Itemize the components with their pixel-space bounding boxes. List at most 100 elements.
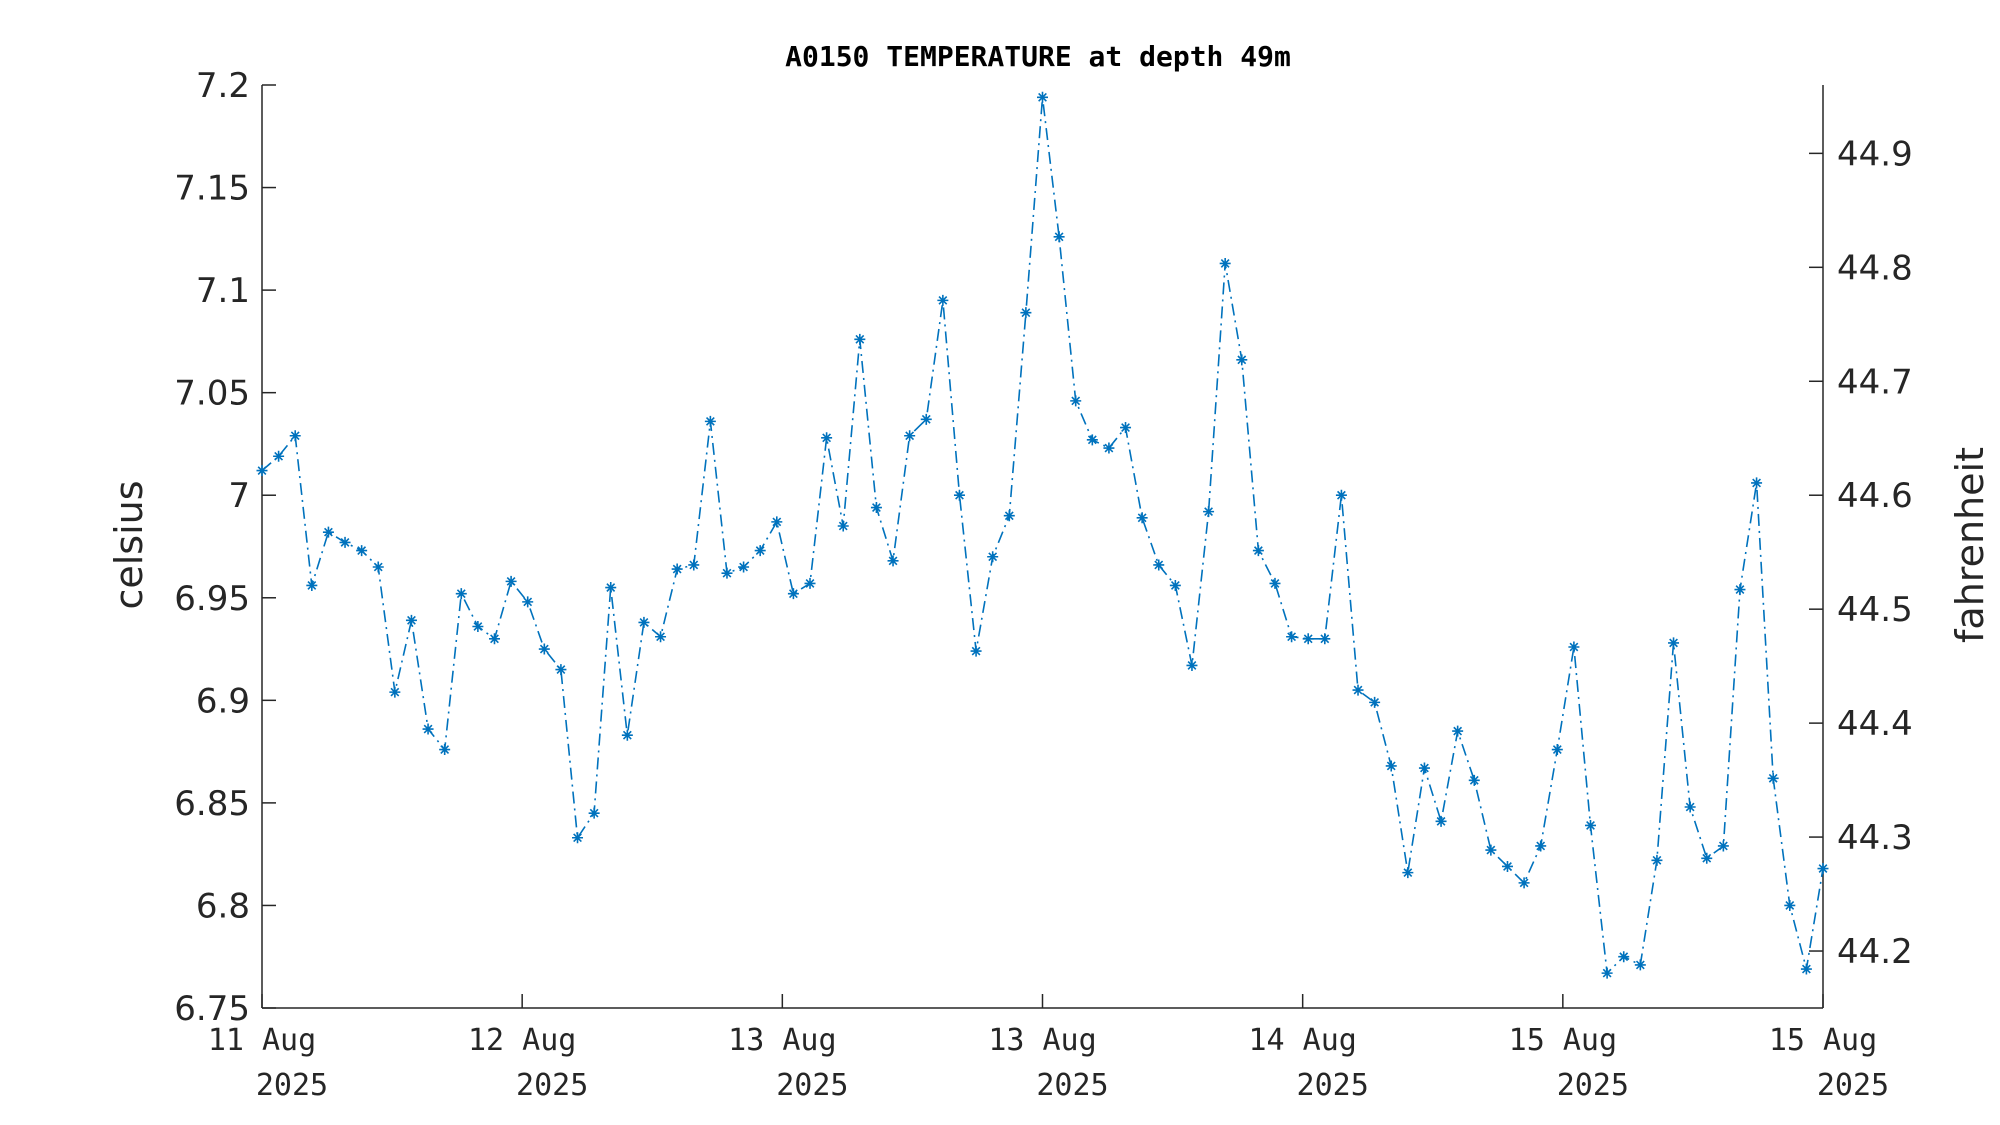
data-point-marker: [1568, 641, 1580, 653]
data-point-marker: [837, 520, 849, 532]
data-point-marker: [572, 832, 584, 844]
data-point-marker: [1717, 840, 1729, 852]
data-point-marker: [1352, 684, 1364, 696]
data-point-marker: [1153, 559, 1165, 571]
y-tick-label: 6.9: [196, 681, 250, 721]
data-point-marker: [821, 432, 833, 444]
right-y-tick-label: 44.4: [1837, 704, 1913, 744]
data-point-marker: [1551, 744, 1563, 756]
data-point-marker: [1319, 633, 1331, 645]
data-point-marker: [1053, 231, 1065, 243]
data-point-marker: [588, 807, 600, 819]
data-point-marker: [621, 729, 633, 741]
y-axis-label-left: celsius: [107, 480, 151, 609]
data-point-marker: [1402, 867, 1414, 879]
data-point-marker: [306, 579, 318, 591]
data-point-marker: [1236, 354, 1248, 366]
data-point-marker: [1651, 854, 1663, 866]
data-point-marker: [771, 516, 783, 528]
data-point-marker: [605, 582, 617, 594]
x-tick-label-year: 2025: [1036, 1068, 1108, 1103]
data-point-marker: [1037, 91, 1048, 103]
data-point-marker: [1618, 951, 1630, 963]
data-point-marker: [289, 430, 301, 442]
data-point-marker: [488, 633, 500, 645]
data-point-marker: [1418, 762, 1430, 774]
x-tick-label-year: 2025: [1557, 1068, 1629, 1103]
data-point-marker: [455, 588, 467, 600]
x-tick-label-day: 15 Aug: [1509, 1023, 1617, 1058]
data-point-marker: [256, 465, 268, 477]
data-point-marker: [1003, 510, 1015, 522]
x-tick-label-year: 2025: [776, 1068, 848, 1103]
right-y-tick-label: 44.2: [1837, 932, 1913, 972]
data-point-marker: [754, 545, 766, 557]
data-point-marker: [1369, 696, 1381, 708]
data-point-marker: [1468, 774, 1480, 786]
x-tick-label-day: 13 Aug: [988, 1023, 1096, 1058]
data-point-marker: [1286, 631, 1298, 643]
data-point-marker: [904, 430, 916, 442]
data-point-marker: [1452, 725, 1464, 737]
data-point-marker: [273, 450, 285, 462]
data-point-marker: [937, 294, 949, 306]
data-point-marker: [1751, 477, 1763, 489]
data-point-marker: [1767, 772, 1779, 784]
data-point-marker: [1784, 899, 1796, 911]
y-tick-label: 6.75: [174, 989, 250, 1029]
y-tick-label: 7.1: [196, 271, 250, 311]
y-tick-label: 6.85: [174, 784, 250, 824]
data-point-marker: [1501, 860, 1513, 872]
data-point-marker: [1219, 257, 1231, 269]
data-point-marker: [538, 643, 550, 655]
right-y-tick-label: 44.7: [1837, 362, 1913, 402]
x-tick-label-year: 2025: [1297, 1068, 1369, 1103]
data-point-marker: [953, 489, 965, 501]
series-markers: [256, 91, 1829, 979]
y-axis-label-right: fahrenheit: [1948, 447, 1992, 643]
data-point-marker: [1435, 815, 1447, 827]
data-point-marker: [372, 561, 384, 573]
right-y-tick-label: 44.8: [1837, 248, 1913, 288]
x-tick-label-year: 2025: [1817, 1068, 1889, 1103]
data-point-marker: [1701, 852, 1713, 864]
right-y-tick-label: 44.5: [1837, 590, 1913, 630]
data-point-marker: [1485, 844, 1497, 856]
data-point-marker: [920, 413, 932, 425]
data-point-marker: [1020, 307, 1032, 319]
data-point-marker: [505, 575, 517, 587]
data-point-marker: [1535, 840, 1547, 852]
data-point-marker: [439, 744, 451, 756]
data-point-marker: [555, 664, 567, 676]
data-point-marker: [1335, 489, 1347, 501]
chart-title: A0150 TEMPERATURE at depth 49m: [785, 40, 1291, 73]
data-point-marker: [870, 502, 882, 514]
y-tick-label: 6.95: [174, 579, 250, 619]
x-tick-label-day: 11 Aug: [208, 1023, 316, 1058]
data-point-marker: [322, 526, 334, 538]
y-tick-label: 7.15: [174, 169, 250, 209]
data-point-marker: [1518, 877, 1530, 889]
data-point-marker: [1684, 801, 1696, 813]
data-point-marker: [1800, 963, 1812, 975]
right-y-tick-label: 44.3: [1837, 818, 1913, 858]
data-point-marker: [1169, 579, 1181, 591]
data-point-marker: [787, 588, 799, 600]
data-point-marker: [638, 616, 650, 628]
data-point-marker: [1070, 395, 1082, 407]
data-point-marker: [1203, 506, 1215, 518]
data-point-marker: [970, 645, 982, 657]
right-y-tick-label: 44.6: [1837, 476, 1913, 516]
data-point-marker: [1252, 545, 1264, 557]
x-axis: 11 Aug 2025 12 Aug 2025 13 Aug 2025 13 Aug 2025…: [208, 994, 1889, 1103]
data-point-marker: [738, 561, 750, 573]
data-point-marker: [1103, 442, 1115, 454]
data-point-marker: [655, 631, 667, 643]
data-point-marker: [1269, 577, 1281, 589]
data-point-marker: [1120, 422, 1132, 434]
data-point-marker: [1302, 633, 1314, 645]
data-point-marker: [1668, 637, 1680, 649]
data-point-marker: [1086, 434, 1098, 446]
